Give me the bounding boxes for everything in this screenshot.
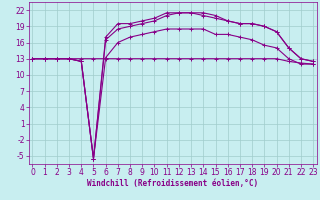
X-axis label: Windchill (Refroidissement éolien,°C): Windchill (Refroidissement éolien,°C)	[87, 179, 258, 188]
